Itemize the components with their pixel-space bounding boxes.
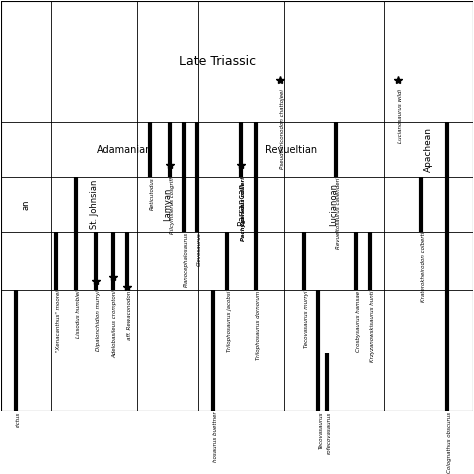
Text: Trilophosaurus jacobsi: Trilophosaurus jacobsi (227, 291, 232, 352)
Text: Barrancan: Barrancan (237, 183, 246, 226)
Text: Late Triassic: Late Triassic (179, 55, 256, 68)
Text: Lucianoan: Lucianoan (329, 183, 338, 226)
Text: Reticutodus: Reticutodus (150, 177, 155, 210)
Text: Colognathus obscurus: Colognathus obscurus (447, 411, 452, 473)
Text: Tecovasaurus: Tecovasaurus (319, 411, 323, 449)
Text: Lissodus humblei: Lissodus humblei (76, 291, 81, 338)
Text: Krzyzanowskisaurus hunti: Krzyzanowskisaurus hunti (370, 291, 375, 362)
Text: Pachygenelus milleri: Pachygenelus milleri (241, 177, 246, 241)
Text: rictus: rictus (16, 411, 21, 427)
Text: St. Johnsian: St. Johnsian (90, 180, 99, 229)
Text: Clevosaurus: Clevosaurus (197, 232, 202, 265)
Text: aff. Rewaconodon: aff. Rewaconodon (127, 291, 132, 340)
Text: Lamyan: Lamyan (163, 188, 172, 221)
Text: Adelobasileus cromptoni: Adelobasileus cromptoni (113, 291, 118, 358)
Text: Lucianosaurus wildi: Lucianosaurus wildi (398, 89, 403, 143)
Text: Trilophosaurus dornorum: Trilophosaurus dornorum (255, 291, 261, 360)
Text: Crosbysaurus hamsae: Crosbysaurus hamsae (356, 291, 361, 352)
Text: Rilcymillerus cosgriff: Rilcymillerus cosgriff (170, 177, 175, 234)
Text: Adamanian: Adamanian (97, 145, 153, 155)
Text: Apachean: Apachean (424, 128, 433, 173)
Text: Tecovasaurus murryi: Tecovasaurus murryi (304, 291, 309, 348)
Text: "Xenacanthus" moorei: "Xenacanthus" moorei (55, 291, 61, 352)
Text: hosaurus buettner: hosaurus buettner (213, 411, 218, 462)
Text: Revueltian: Revueltian (265, 145, 317, 155)
Text: rofecovasaurus: rofecovasaurus (327, 411, 332, 454)
Text: Revueltosaurus callenderi: Revueltosaurus callenderi (336, 177, 340, 248)
Text: Planocephalosaurus: Planocephalosaurus (184, 232, 189, 287)
Text: Pseudodriconodon chattojeei: Pseudodriconodon chattojeei (280, 89, 285, 169)
Text: Kraterokheirodon colberti: Kraterokheirodon colberti (421, 232, 426, 302)
Text: Dipalonchidion murryi: Dipalonchidion murryi (96, 291, 100, 351)
Text: an: an (22, 199, 31, 210)
